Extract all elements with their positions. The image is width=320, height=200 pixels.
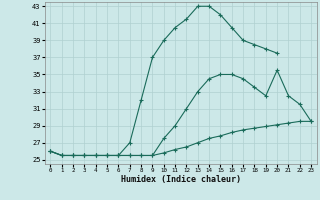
X-axis label: Humidex (Indice chaleur): Humidex (Indice chaleur) <box>121 175 241 184</box>
